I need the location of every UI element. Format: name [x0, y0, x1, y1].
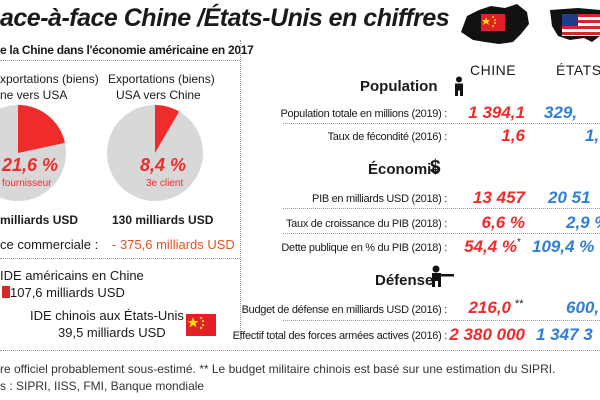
pie1-slice: [18, 105, 65, 153]
pie1-label-line1: xportations (biens): [0, 72, 99, 86]
row-debt-usa: 109,4 %: [532, 237, 595, 256]
china-flag-icon: [481, 14, 505, 31]
pie2-amount: 130 milliards USD: [112, 213, 214, 227]
row-growth-usa: 2,9 %: [566, 213, 600, 232]
section-defense-title: Défense: [375, 272, 434, 289]
pie1-note: fournisseur: [2, 178, 52, 189]
row-defense-budget-footnote-mark: **: [515, 298, 524, 310]
trade-balance-value: - 375,6 milliards USD: [112, 237, 235, 252]
pie2-slice: [155, 105, 180, 153]
row-population-usa: 329,: [544, 103, 578, 122]
fdi-cn-value: 39,5 milliards USD: [58, 325, 166, 340]
page-title: ace-à-face Chine /États-Unis en chiffres: [0, 4, 450, 32]
row-armed-forces-china: 2 380 000: [449, 325, 525, 344]
pie2-label-line1: Exportations (biens): [108, 72, 215, 86]
row-fertility-label: Taux de fécondité (2016) :: [327, 131, 448, 143]
pie1-value: 21,6 %: [2, 155, 59, 175]
row-gdp-label: PIB en milliards USD (2018) :: [312, 193, 447, 205]
usa-flag-mini-icon: [2, 286, 10, 298]
row-debt-china: 54,4 %: [464, 237, 517, 256]
footer-sources: s : SIPRI, IISS, FMI, Banque mondiale: [0, 379, 205, 393]
china-flag-small-icon: [186, 314, 216, 336]
pie2-value: 8,4 %: [140, 155, 187, 175]
usa-flag-icon: [562, 14, 600, 36]
footer-note: re officiel probablement sous-estimé. **…: [0, 362, 556, 376]
pie1-amount: milliards USD: [0, 213, 79, 227]
pie2-label-line2: USA vers Chine: [116, 88, 201, 102]
row-armed-forces-label: Effectif total des forces armées actives…: [232, 330, 448, 342]
pie2-note: 3e client: [146, 178, 184, 189]
row-debt-label: Dette publique en % du PIB (2018) :: [281, 242, 447, 254]
section-population-title: Population: [360, 78, 438, 95]
fdi-us-label: IDE américains en Chine: [0, 268, 144, 283]
row-defense-budget-label: Budget de défense en milliards USD (2016…: [241, 304, 448, 316]
column-header-usa: ÉTATS-: [556, 62, 600, 78]
row-growth-china: 6,6 %: [481, 213, 525, 232]
fdi-cn-label: IDE chinois aux États-Unis: [30, 308, 184, 323]
row-population-label: Population totale en millions (2019) :: [280, 108, 447, 120]
row-growth-label: Taux de croissance du PIB (2018) :: [285, 218, 447, 230]
pie1-label-line2: ne vers USA: [0, 88, 68, 102]
column-header-china: CHINE: [470, 62, 517, 78]
soldier-icon: [432, 265, 454, 287]
row-population-china: 1 394,1: [468, 103, 525, 122]
row-fertility-usa: 1,: [585, 126, 600, 145]
pies-svg: [0, 105, 203, 201]
left-subtitle: e la Chine dans l'économie américaine en…: [0, 43, 254, 57]
china-map-icon: [461, 4, 529, 44]
row-defense-budget-china: 216,0: [468, 298, 511, 317]
dollar-icon: $: [430, 157, 441, 178]
fdi-us-value: 107,6 milliards USD: [10, 285, 125, 300]
row-armed-forces-usa: 1 347 3: [536, 325, 593, 344]
row-fertility-china: 1,6: [501, 126, 525, 145]
trade-balance-label: ce commerciale :: [0, 237, 99, 252]
row-defense-budget-usa: 600,: [566, 298, 600, 317]
usa-map-icon: [550, 8, 600, 42]
row-gdp-china: 13 457: [473, 188, 525, 207]
section-economy-title: Économie: [368, 161, 440, 178]
row-debt-china-footnote-mark: *: [517, 237, 521, 248]
row-gdp-usa: 20 51: [548, 188, 591, 207]
person-icon: [455, 76, 463, 96]
